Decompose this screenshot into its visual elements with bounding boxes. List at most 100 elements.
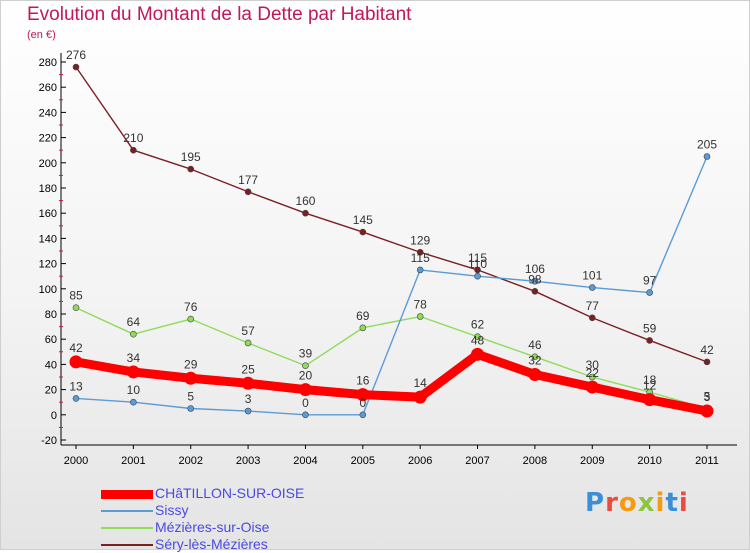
- data-label: 76: [184, 300, 198, 314]
- x-tick-label: 2004: [293, 455, 317, 467]
- data-point: [588, 284, 596, 291]
- data-point: [416, 248, 424, 256]
- data-label: 59: [643, 321, 657, 335]
- data-point: [359, 411, 367, 419]
- data-label: 20: [299, 369, 313, 383]
- data-label: 14: [414, 376, 428, 390]
- series-line: [71, 349, 712, 416]
- data-label: 77: [586, 299, 600, 313]
- data-label: 0: [359, 396, 366, 410]
- x-tick-label: 2002: [178, 455, 202, 467]
- data-label: 69: [356, 309, 370, 323]
- data-point: [471, 347, 485, 361]
- x-tick-label: 2010: [637, 455, 661, 467]
- x-tick-label: 2005: [351, 455, 375, 467]
- data-label: 78: [414, 298, 428, 312]
- y-tick-label: 160: [39, 208, 57, 220]
- data-point: [302, 411, 309, 419]
- x-tick-label: 2006: [408, 455, 432, 467]
- data-point: [585, 380, 599, 394]
- data-label: 110: [468, 257, 487, 271]
- data-point: [474, 333, 481, 340]
- data-point: [646, 289, 653, 296]
- data-label: 5: [704, 390, 711, 404]
- y-tick-label: 20: [45, 385, 57, 397]
- data-label: 3: [245, 392, 252, 406]
- data-point: [474, 272, 481, 280]
- data-label: 177: [238, 173, 258, 187]
- data-label: 10: [127, 383, 141, 397]
- data-label: 85: [69, 289, 83, 303]
- data-label: 5: [187, 390, 194, 404]
- data-point: [646, 337, 653, 344]
- data-point: [531, 288, 539, 295]
- y-tick-label: 280: [39, 57, 57, 69]
- data-point: [359, 324, 367, 332]
- data-label: 29: [184, 357, 198, 371]
- data-point: [528, 367, 542, 381]
- data-label: 42: [700, 343, 714, 357]
- data-label: 0: [302, 396, 309, 410]
- y-tick-label: 80: [45, 309, 57, 321]
- data-label: 145: [353, 213, 373, 227]
- data-label: 106: [525, 262, 545, 276]
- data-point: [298, 383, 312, 397]
- data-point: [126, 365, 140, 379]
- y-tick-label: 40: [45, 359, 57, 371]
- y-tick-label: 140: [39, 233, 57, 245]
- data-label: 16: [356, 374, 370, 388]
- data-point: [416, 266, 424, 274]
- data-label: 3: [704, 390, 711, 404]
- series-line: [75, 155, 708, 416]
- data-label: 195: [181, 150, 201, 164]
- legend-swatch: [101, 489, 153, 499]
- legend-label: Mézières-sur-Oise: [155, 519, 270, 535]
- data-point: [703, 358, 711, 366]
- data-label: 34: [127, 351, 141, 365]
- data-point: [416, 313, 424, 320]
- data-point: [700, 404, 714, 418]
- y-tick-label: 260: [39, 82, 57, 94]
- data-label: 205: [697, 138, 717, 152]
- data-point: [244, 339, 252, 347]
- data-point: [643, 393, 657, 407]
- data-label: 62: [471, 318, 485, 332]
- data-label: 129: [410, 233, 430, 247]
- data-point: [187, 315, 195, 323]
- data-label: 12: [643, 379, 657, 393]
- data-point: [413, 390, 427, 404]
- data-label: 46: [528, 338, 542, 352]
- data-point: [302, 209, 309, 217]
- data-point: [187, 165, 195, 173]
- data-point: [588, 314, 596, 322]
- y-tick-label: 240: [39, 107, 57, 119]
- data-point: [184, 371, 198, 385]
- data-label: 32: [528, 353, 542, 367]
- data-label: 30: [586, 358, 600, 372]
- y-tick-label: 220: [39, 133, 57, 145]
- data-point: [72, 304, 80, 312]
- data-label: 48: [471, 333, 485, 347]
- data-point: [531, 353, 539, 361]
- data-label: 13: [69, 379, 83, 393]
- y-tick-label: 0: [51, 410, 57, 422]
- x-tick-label: 2007: [465, 455, 489, 467]
- series-line: [75, 66, 708, 363]
- y-tick-label: 100: [39, 284, 57, 296]
- series-line: [75, 307, 708, 410]
- data-label: 64: [127, 315, 141, 329]
- y-tick-label: -20: [41, 435, 57, 447]
- data-point: [187, 405, 195, 412]
- y-tick-label: 120: [39, 259, 57, 271]
- data-labels: 2762101951771601451291159877594285647657…: [66, 48, 717, 410]
- data-label: 115: [411, 251, 430, 265]
- legend-swatch: [101, 544, 153, 546]
- data-point: [703, 153, 711, 160]
- data-point: [531, 277, 539, 285]
- data-point: [130, 398, 137, 406]
- chart-title: Evolution du Montant de la Dette par Hab…: [27, 4, 412, 25]
- data-point: [244, 188, 252, 196]
- data-label: 101: [582, 269, 602, 283]
- data-point: [241, 376, 255, 390]
- series-lines: [69, 63, 714, 419]
